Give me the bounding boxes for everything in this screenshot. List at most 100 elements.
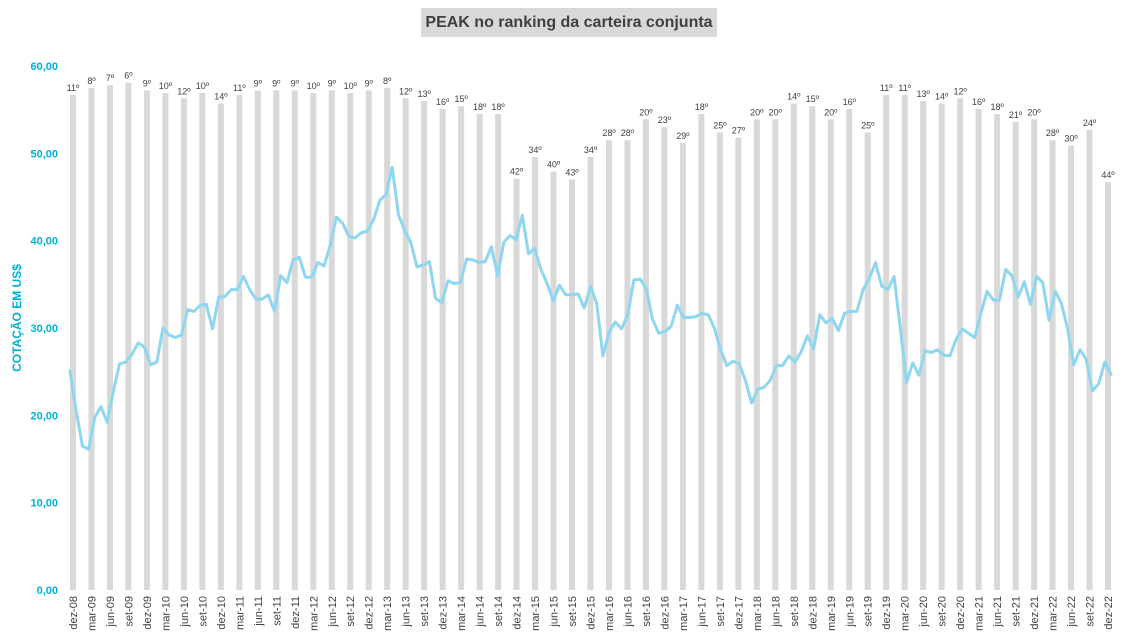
ranking-data-label: 12º xyxy=(953,86,967,96)
ranking-data-label: 34º xyxy=(584,145,598,155)
ranking-data-label: 11º xyxy=(880,83,893,93)
ranking-bar xyxy=(513,178,520,590)
x-tick-label: mar-22 xyxy=(1048,596,1060,631)
ranking-data-label: 24º xyxy=(1083,118,1097,128)
ranking-bar xyxy=(162,93,169,590)
ranking-bar xyxy=(864,132,871,590)
ranking-data-label: 25º xyxy=(861,120,875,130)
ranking-data-label: 13º xyxy=(418,89,432,99)
ranking-bar xyxy=(439,108,446,590)
y-axis-label: COTAÇÃO EM US$ xyxy=(10,264,24,372)
x-tick-label: dez-18 xyxy=(807,596,819,630)
ranking-data-label: 27º xyxy=(732,126,746,136)
x-tick-label: dez-12 xyxy=(364,596,376,630)
ranking-data-label: 9º xyxy=(291,78,300,88)
ranking-bar xyxy=(291,90,298,590)
ranking-data-label: 28º xyxy=(602,128,616,138)
ranking-data-label: 14º xyxy=(787,92,801,102)
ranking-data-label: 18º xyxy=(990,102,1004,112)
x-tick-label: dez-10 xyxy=(216,596,228,630)
y-tick-label: 30,00 xyxy=(30,323,58,335)
ranking-bar xyxy=(624,140,631,590)
ranking-data-label: 20º xyxy=(639,107,653,117)
ranking-bar xyxy=(698,114,705,591)
x-tick-label: dez-21 xyxy=(1029,596,1041,630)
y-tick-label: 40,00 xyxy=(30,236,58,248)
ranking-bar xyxy=(994,114,1001,591)
ranking-data-label: 29º xyxy=(676,131,690,141)
ranking-bar xyxy=(1049,140,1056,590)
x-tick-label: dez-13 xyxy=(438,596,450,630)
ranking-bar xyxy=(143,90,150,590)
ranking-data-label: 18º xyxy=(473,102,487,112)
ranking-data-label: 6º xyxy=(124,71,133,81)
ranking-bar xyxy=(106,85,113,591)
ranking-data-label: 18º xyxy=(695,102,709,112)
x-tick-label: dez-11 xyxy=(290,596,302,629)
x-tick-label: dez-14 xyxy=(512,596,524,630)
ranking-bar xyxy=(790,103,797,590)
ranking-bar xyxy=(827,119,834,591)
ranking-bar xyxy=(365,90,372,590)
ranking-bar xyxy=(569,179,576,591)
ranking-data-label: 16º xyxy=(972,97,986,107)
ranking-data-label: 28º xyxy=(621,128,635,138)
ranking-labels: 11º 8º 7º 6º 9º 10º 12º 10º 14º 11º 9º 9º 9º 10º 9º 10º… xyxy=(67,71,1116,181)
ranking-bar xyxy=(753,119,760,591)
ranking-data-label: 30º xyxy=(1064,133,1078,143)
ranking-data-label: 43º xyxy=(565,168,579,178)
ranking-data-label: 11º xyxy=(233,83,246,93)
ranking-data-label: 23º xyxy=(658,115,672,125)
ranking-data-label: 11º xyxy=(898,83,911,93)
ranking-bar xyxy=(328,90,335,590)
x-tick-label: jun-12 xyxy=(327,596,339,628)
ranking-bar xyxy=(347,93,354,590)
x-tick-label: jun-20 xyxy=(918,596,930,628)
x-tick-label: jun-10 xyxy=(179,596,191,628)
x-tick-label: set-18 xyxy=(789,596,801,627)
x-tick-label: mar-20 xyxy=(900,596,912,631)
ranking-data-label: 11º xyxy=(67,83,80,93)
ranking-data-label: 44º xyxy=(1101,170,1115,180)
x-tick-label: set-11 xyxy=(271,596,283,626)
x-tick-label: mar-09 xyxy=(86,596,98,631)
x-tick-label: mar-14 xyxy=(456,596,468,631)
x-tick-label: set-14 xyxy=(493,596,505,627)
ranking-data-label: 9º xyxy=(272,78,281,88)
x-tick-label: set-12 xyxy=(345,596,357,627)
x-tick-label: jun-14 xyxy=(475,596,487,628)
ranking-bar xyxy=(975,108,982,590)
x-tick-label: set-21 xyxy=(1011,596,1023,627)
ranking-bar xyxy=(532,156,539,590)
ranking-bar xyxy=(1105,182,1111,591)
x-tick-label: jun-09 xyxy=(105,596,117,628)
ranking-bars xyxy=(70,82,1111,591)
y-tick-label: 50,00 xyxy=(30,148,58,160)
x-tick-label: jun-17 xyxy=(696,596,708,628)
ranking-data-label: 42º xyxy=(510,167,524,177)
x-tick-label: jun-16 xyxy=(622,596,634,628)
ranking-data-label: 9º xyxy=(328,78,337,88)
x-tick-label: dez-15 xyxy=(586,596,598,630)
ranking-bar xyxy=(605,140,612,590)
x-tick-label: mar-16 xyxy=(604,596,616,631)
ranking-data-label: 21º xyxy=(1009,110,1023,120)
price-line-layer xyxy=(68,165,1113,451)
ranking-bar xyxy=(476,114,483,591)
ranking-data-label: 10º xyxy=(344,81,358,91)
x-tick-label: mar-19 xyxy=(826,596,838,631)
y-tick-label: 20,00 xyxy=(30,410,58,422)
price-line xyxy=(68,165,1113,451)
ranking-bar xyxy=(1086,129,1093,590)
ranking-bar xyxy=(642,119,649,591)
ranking-data-label: 16º xyxy=(436,97,450,107)
ranking-bar xyxy=(458,106,465,590)
ranking-bar xyxy=(384,87,391,590)
ranking-bar xyxy=(846,108,853,590)
x-tick-label: dez-16 xyxy=(659,596,671,630)
ranking-data-label: 8º xyxy=(87,76,96,86)
ranking-data-label: 9º xyxy=(143,78,152,88)
ranking-bar xyxy=(1031,119,1038,591)
ranking-bar xyxy=(661,127,668,590)
